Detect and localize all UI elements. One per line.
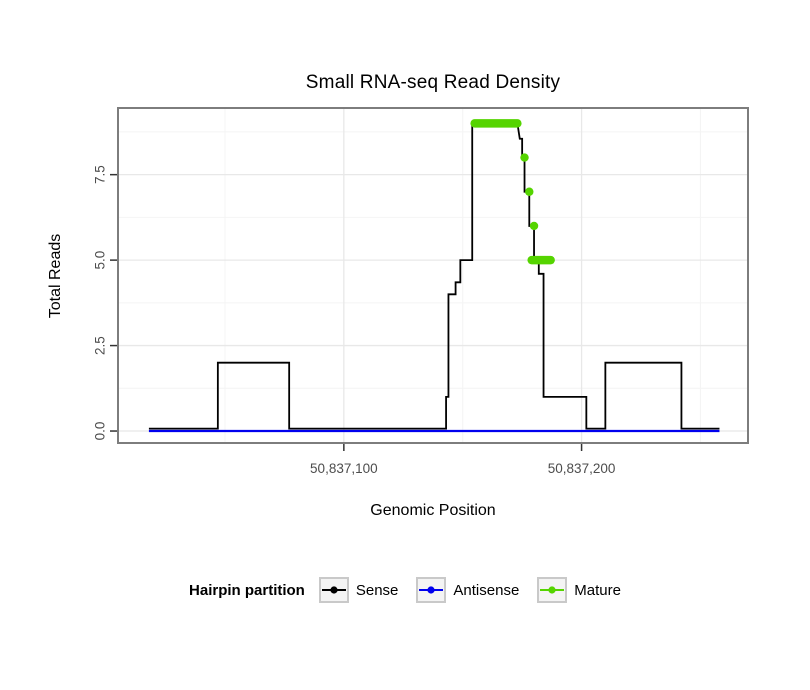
legend-items: Sense Antisense Mature <box>318 577 621 603</box>
legend-label: Mature <box>574 581 621 599</box>
legend-key-antisense-icon <box>416 577 447 603</box>
y-tick-label: 0.0 <box>93 422 108 441</box>
legend-label: Antisense <box>453 581 520 599</box>
x-axis-title: Genomic Position <box>370 502 496 519</box>
legend-title: Hairpin partition <box>189 581 305 599</box>
legend: Hairpin partition Sense Antisense Mature <box>0 577 810 603</box>
plot-svg: 50,837,100 50,837,200 0.0 2.5 5.0 7.5 <box>93 107 749 476</box>
legend-key-mature-icon <box>537 577 568 603</box>
legend-label: Sense <box>355 581 399 599</box>
y-tick-label: 5.0 <box>93 251 108 270</box>
legend-key-sense-icon <box>318 577 349 603</box>
legend-item-sense: Sense <box>318 577 399 603</box>
legend-item-mature: Mature <box>537 577 621 603</box>
x-tick-label: 50,837,100 <box>310 461 378 476</box>
legend-item-antisense: Antisense <box>416 577 519 603</box>
y-tick-label: 7.5 <box>93 165 108 184</box>
y-axis-title: Total Reads <box>47 233 64 319</box>
y-tick-label: 2.5 <box>93 336 108 355</box>
x-tick-label: 50,837,200 <box>548 461 616 476</box>
chart-title: Small RNA-seq Read Density <box>305 72 561 93</box>
